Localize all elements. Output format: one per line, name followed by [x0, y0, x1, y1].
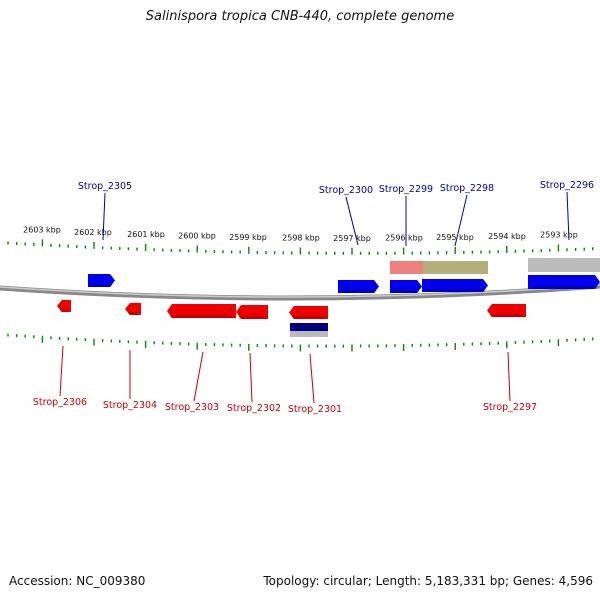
scale-label: 2601 kbp	[127, 230, 165, 239]
leader-line	[454, 194, 468, 247]
gene-label-strop-2297[interactable]: Strop_2297	[483, 351, 537, 413]
gene-label-text: Strop_2305	[78, 181, 132, 192]
scale-label: 2595 kbp	[436, 233, 474, 242]
gene-label-strop-2298[interactable]: Strop_2298	[440, 183, 494, 247]
gene-label-strop-2300[interactable]: Strop_2300	[319, 185, 373, 246]
scale-label: 2603 kbp	[23, 225, 61, 234]
gene-strop-2300[interactable]	[338, 280, 379, 293]
gene-strop-2301[interactable]	[289, 306, 328, 319]
gene-label-strop-2304[interactable]: Strop_2304	[103, 350, 157, 411]
feature-olive-block[interactable]	[423, 261, 488, 274]
gene-strop-2297[interactable]	[487, 304, 526, 317]
gene-strop-2299[interactable]	[390, 280, 422, 293]
gene-label-text: Strop_2297	[483, 402, 537, 413]
accession-text: Accession: NC_009380	[9, 574, 146, 588]
leader-line	[507, 351, 511, 402]
feature-gray-small-block[interactable]	[290, 331, 328, 337]
gene-label-text: Strop_2298	[440, 183, 494, 194]
feature-pink-block[interactable]	[390, 261, 423, 274]
gene-strop-2304[interactable]	[125, 303, 141, 315]
gene-label-strop-2301[interactable]: Strop_2301	[288, 353, 342, 415]
gene-label-text: Strop_2299	[379, 184, 433, 195]
scale-label: 2594 kbp	[488, 232, 526, 241]
gene-strop-2306[interactable]	[57, 300, 71, 312]
gene-label-text: Strop_2296	[540, 180, 594, 191]
gene-label-strop-2299[interactable]: Strop_2299	[379, 184, 433, 246]
upper-tick-ruler	[7, 239, 594, 255]
leader-line	[566, 191, 570, 241]
scale-label: 2598 kbp	[282, 234, 320, 243]
gene-strop-2296[interactable]	[528, 275, 600, 289]
gene-label-strop-2302[interactable]: Strop_2302	[227, 352, 281, 414]
gene-label-text: Strop_2300	[319, 185, 373, 196]
leader-line	[309, 353, 315, 404]
leader-line	[193, 351, 204, 402]
gene-label-strop-2303[interactable]: Strop_2303	[165, 351, 219, 413]
map-title: Salinispora tropica CNB-440, complete ge…	[145, 9, 455, 24]
leader-line	[59, 345, 64, 397]
scale-label: 2597 kbp	[333, 234, 371, 243]
gene-label-strop-2306[interactable]: Strop_2306	[33, 345, 87, 408]
lower-tick-ruler	[7, 333, 594, 352]
scale-label: 2602 kbp	[74, 228, 112, 237]
gene-label-text: Strop_2302	[227, 403, 281, 414]
gene-label-strop-2305[interactable]: Strop_2305	[78, 181, 132, 241]
gene-label-text: Strop_2304	[103, 400, 157, 411]
scale-label: 2600 kbp	[178, 232, 216, 241]
genome-backbone	[0, 283, 600, 301]
reverse-strand-genes	[57, 300, 526, 319]
forward-strand-genes	[88, 274, 600, 293]
scale-labels: 2603 kbp 2602 kbp 2601 kbp 2600 kbp 2599 kbp…	[23, 225, 578, 242]
gene-strop-2305[interactable]	[88, 274, 115, 287]
gene-labels: Strop_2305 Strop_2300 Strop_2299 Strop_2298…	[33, 180, 594, 415]
scale-label: 2596 kbp	[385, 234, 423, 243]
gene-label-strop-2296[interactable]: Strop_2296	[540, 180, 594, 241]
scale-label: 2593 kbp	[540, 230, 578, 239]
feature-gray-block[interactable]	[528, 258, 600, 272]
leader-line	[102, 192, 106, 241]
gene-label-text: Strop_2303	[165, 402, 219, 413]
leader-line	[345, 196, 359, 246]
gene-strop-2302[interactable]	[236, 305, 268, 319]
feature-navy-block[interactable]	[290, 323, 328, 331]
genome-backbone-highlight	[0, 284, 600, 298]
gene-strop-2298[interactable]	[422, 279, 488, 292]
gene-strop-2303[interactable]	[167, 304, 236, 318]
gene-label-text: Strop_2306	[33, 397, 87, 408]
scale-label: 2599 kbp	[229, 233, 267, 242]
leader-line	[249, 352, 253, 403]
gene-label-text: Strop_2301	[288, 404, 342, 415]
genome-summary-text: Topology: circular; Length: 5,183,331 bp…	[263, 574, 593, 588]
